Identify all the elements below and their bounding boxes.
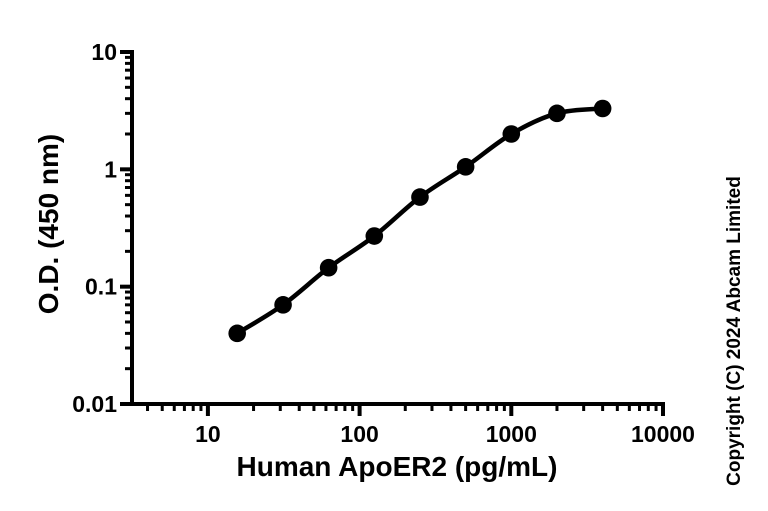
data-point	[502, 125, 521, 143]
data-series	[228, 99, 612, 343]
data-point	[274, 296, 292, 314]
axis-ticks	[120, 50, 665, 416]
copyright-text: Copyright (C) 2024 Abcam Limited	[724, 176, 745, 486]
x-tick-label: 1000	[486, 421, 537, 447]
x-tick-label: 100	[340, 421, 378, 447]
x-tick-label: 10	[195, 421, 221, 447]
data-point	[548, 104, 566, 123]
data-point	[411, 188, 429, 206]
y-tick-label: 0.01	[72, 391, 117, 417]
data-point	[228, 324, 246, 343]
data-point	[365, 227, 384, 245]
standard-curve-line	[234, 106, 605, 336]
data-point	[456, 158, 475, 176]
y-tick-label: 1	[104, 156, 117, 182]
tick-labels: 10 100 1000 10000 10 1 0.1 0.01	[72, 39, 695, 447]
y-tick-label: 10	[91, 39, 117, 65]
data-point	[593, 99, 612, 118]
y-tick-label: 0.1	[85, 274, 117, 300]
data-point	[319, 258, 338, 277]
x-tick-label: 10000	[631, 421, 695, 447]
y-axis-title: O.D. (450 nm)	[33, 134, 64, 314]
axis-lines	[130, 50, 665, 406]
x-axis-title: Human ApoER2 (pg/mL)	[237, 451, 558, 482]
